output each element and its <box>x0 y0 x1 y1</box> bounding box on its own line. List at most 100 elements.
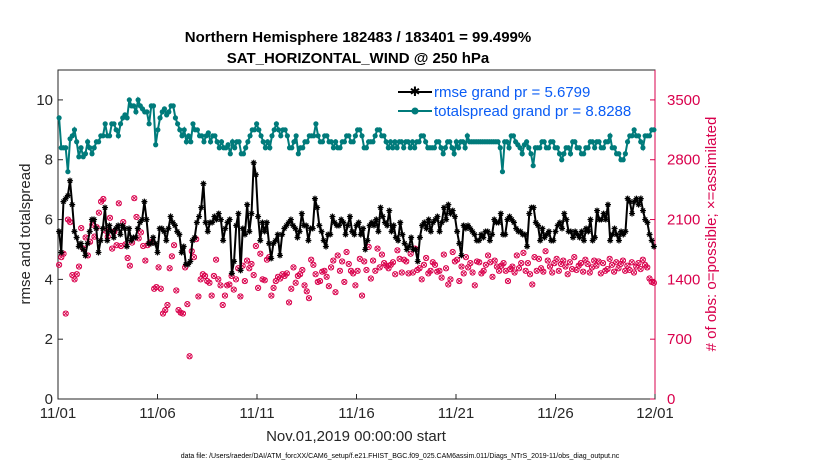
obs-possible-point <box>482 261 489 268</box>
obs-possible-point <box>480 267 487 274</box>
rmse-point <box>351 231 358 238</box>
rmse-point <box>171 222 178 229</box>
obs-assimilated-point <box>361 258 367 264</box>
obs-assimilated-point <box>346 261 352 267</box>
rmse-point <box>290 222 297 229</box>
totalspread-point <box>631 127 637 133</box>
obs-possible-point <box>78 224 85 232</box>
totalspread-point <box>438 145 444 151</box>
series-totalspread <box>56 96 657 175</box>
rmse-point <box>434 213 441 220</box>
obs-assimilated-point <box>410 270 416 276</box>
rmse-point <box>99 225 106 232</box>
obs-assimilated-point <box>257 251 263 257</box>
rmse-point <box>294 234 301 241</box>
rmse-point <box>377 204 384 211</box>
obs-possible-point <box>509 263 516 270</box>
totalspread-point <box>436 139 442 145</box>
totalspread-point <box>506 145 512 151</box>
obs-assimilated-point <box>222 293 228 299</box>
rmse-point <box>460 222 467 229</box>
rmse-point <box>56 228 63 235</box>
totalspread-point <box>372 133 378 139</box>
obs-possible-point <box>542 248 549 255</box>
obs-possible-point <box>405 270 412 277</box>
obs-possible-point <box>316 277 324 285</box>
totalspread-point <box>113 127 119 133</box>
totalspread-point <box>181 127 187 133</box>
chart-title-line1: Northern Hemisphere 182483 / 183401 = 99… <box>185 29 531 46</box>
obs-possible-point <box>212 256 220 263</box>
totalspread-point <box>352 133 359 139</box>
rmse-point <box>353 222 360 229</box>
obs-possible-point <box>586 269 593 276</box>
obs-possible-point <box>131 195 138 202</box>
obs-assimilated-point <box>244 258 250 264</box>
obs-assimilated-point <box>527 271 533 277</box>
totalspread-point <box>442 145 448 151</box>
rmse-point <box>456 240 463 247</box>
obs-assimilated-point <box>220 302 226 308</box>
obs-assimilated-point <box>580 269 586 275</box>
obs-assimilated-point <box>74 271 80 277</box>
totalspread-point <box>592 145 598 151</box>
obs-assimilated-point <box>567 259 573 265</box>
obs-assimilated-point <box>518 260 524 266</box>
rmse-point <box>311 195 318 202</box>
y-ticks-left: 0 2 4 6 8 10 <box>36 92 63 408</box>
rmse-point <box>576 234 583 241</box>
obs-assimilated-point <box>262 277 268 283</box>
obs-possible-point <box>555 267 562 274</box>
obs-assimilated-point <box>501 260 507 266</box>
totalspread-point <box>111 121 117 127</box>
rmse-point <box>287 216 294 223</box>
rmse-point <box>270 240 277 247</box>
rmse-point <box>272 237 279 244</box>
obs-possible-point <box>577 260 585 267</box>
rmse-point <box>467 225 474 232</box>
x-axis-label: Nov.01,2019 00:00:00 start <box>266 428 447 445</box>
obs-possible-point <box>210 272 217 280</box>
obs-assimilated-point <box>171 242 177 248</box>
rmse-point <box>123 243 130 250</box>
totalspread-point <box>330 145 337 151</box>
totalspread-point <box>504 139 510 145</box>
rmse-point <box>366 222 373 229</box>
obs-possible-point <box>170 242 178 249</box>
rmse-point <box>449 207 456 214</box>
rmse-point <box>329 213 336 220</box>
rmse-point <box>303 222 310 229</box>
totalspread-point <box>624 139 631 145</box>
obs-assimilated-point <box>304 288 310 294</box>
y-tick-right-label: 3500 <box>667 92 700 109</box>
obs-assimilated-point <box>326 283 332 289</box>
x-tick-label: 11/16 <box>338 405 374 422</box>
totalspread-point <box>565 145 571 151</box>
totalspread-point <box>216 145 222 151</box>
obs-possible-point <box>197 276 204 283</box>
totalspread-point <box>611 145 617 151</box>
obs-assimilated-point <box>344 249 350 255</box>
totalspread-point <box>519 151 525 157</box>
obs-assimilated-point <box>489 274 496 280</box>
rmse-point <box>609 231 616 238</box>
obs-possible-point <box>476 259 483 266</box>
totalspread-point <box>407 145 413 151</box>
obs-assimilated-point <box>529 281 535 288</box>
obs-assimilated-point <box>83 234 89 241</box>
rmse-point <box>73 234 80 241</box>
obs-assimilated-point <box>299 267 305 273</box>
rmse-point <box>128 237 135 244</box>
obs-possible-point <box>520 249 527 256</box>
obs-possible-point <box>352 282 359 289</box>
rmse-point <box>167 213 174 220</box>
totalspread-point <box>177 127 183 133</box>
obs-assimilated-point <box>549 270 555 276</box>
totalspread-point <box>319 139 326 145</box>
rmse-point <box>454 228 461 235</box>
rmse-point <box>357 231 364 238</box>
totalspread-point <box>236 139 242 145</box>
y-tick-right-label: 2100 <box>667 212 700 229</box>
obs-possible-point <box>427 267 434 274</box>
obs-possible-point <box>248 260 255 268</box>
